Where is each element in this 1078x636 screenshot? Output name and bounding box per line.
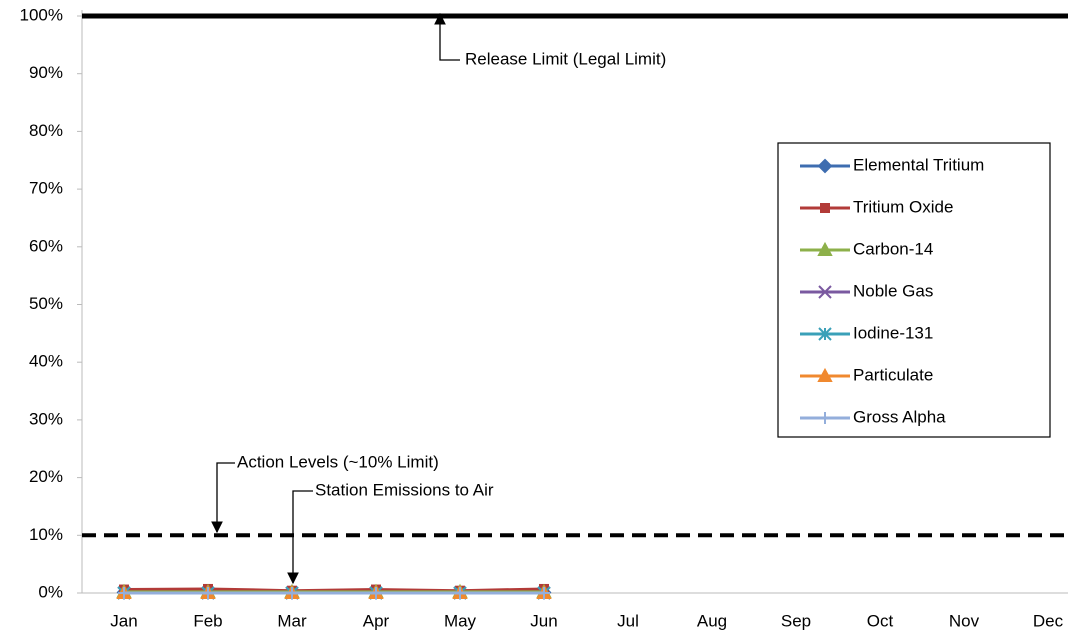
x-tick-label: Sep (781, 611, 811, 630)
legend-label: Noble Gas (853, 281, 933, 300)
x-tick-label: Aug (697, 611, 727, 630)
annotation: Release Limit (Legal Limit) (465, 49, 666, 68)
legend-marker (820, 203, 830, 213)
y-tick-label: 60% (29, 236, 63, 255)
x-tick-label: Feb (193, 611, 222, 630)
x-tick-label: Nov (949, 611, 980, 630)
legend-label: Iodine-131 (853, 323, 933, 342)
point (118, 587, 130, 599)
legend-marker (818, 327, 832, 341)
y-tick-label: 30% (29, 409, 63, 428)
y-tick-label: 50% (29, 294, 63, 313)
x-tick-label: Apr (363, 611, 390, 630)
point (538, 587, 550, 599)
annotation: Action Levels (~10% Limit) (237, 452, 439, 471)
y-tick-label: 70% (29, 179, 63, 198)
point (202, 587, 214, 599)
legend-label: Carbon-14 (853, 239, 933, 258)
x-tick-label: May (444, 611, 477, 630)
y-tick-label: 100% (20, 5, 63, 24)
annotation-arrow (287, 490, 313, 585)
y-tick-label: 90% (29, 63, 63, 82)
legend: Elemental Tritium Tritium Oxide Carbon-14 N… (777, 142, 1051, 438)
y-tick-label: 80% (29, 121, 63, 140)
point (286, 587, 298, 599)
y-tick-label: 0% (38, 582, 63, 601)
y-tick-label: 10% (29, 525, 63, 544)
legend-marker (818, 285, 832, 299)
legend-marker (817, 241, 833, 256)
legend-marker (819, 412, 831, 424)
x-tick-label: Mar (277, 611, 307, 630)
legend-label: Particulate (853, 365, 933, 384)
x-tick-label: Jul (617, 611, 639, 630)
x-tick-label: Dec (1033, 611, 1064, 630)
legend-label: Elemental Tritium (853, 155, 984, 174)
legend-marker (817, 367, 833, 382)
y-tick-label: 20% (29, 467, 63, 486)
point (370, 587, 382, 599)
x-tick-label: Jan (110, 611, 137, 630)
x-tick-label: Jun (530, 611, 557, 630)
x-tick-label: Oct (867, 611, 894, 630)
y-tick-label: 40% (29, 352, 63, 371)
legend-label: Tritium Oxide (853, 197, 953, 216)
annotation-arrow (434, 12, 460, 61)
annotation-arrow (211, 462, 235, 534)
annotation: Station Emissions to Air (315, 480, 494, 499)
legend-marker (817, 158, 833, 174)
legend-label: Gross Alpha (853, 407, 946, 426)
point (454, 587, 466, 599)
